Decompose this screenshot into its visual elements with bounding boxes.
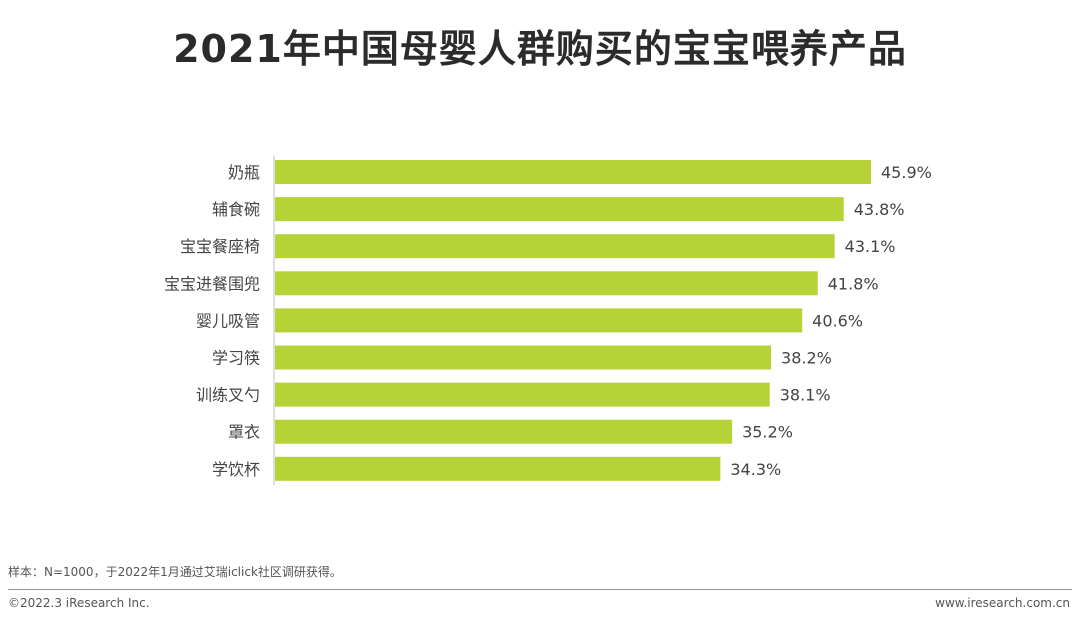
value-label: 45.9% bbox=[881, 163, 932, 182]
bar bbox=[275, 271, 818, 296]
category-label: 婴儿吸管 bbox=[196, 311, 260, 330]
bar bbox=[275, 345, 772, 370]
footer-divider bbox=[8, 589, 1072, 590]
bar bbox=[275, 197, 844, 222]
chart-title: 2021年中国母婴人群购买的宝宝喂养产品 bbox=[173, 27, 907, 71]
value-label: 34.3% bbox=[730, 460, 781, 479]
value-label: 38.2% bbox=[781, 349, 832, 368]
category-label: 辅食碗 bbox=[212, 200, 260, 219]
category-label: 学饮杯 bbox=[212, 460, 260, 479]
category-label: 训练叉勺 bbox=[196, 386, 260, 405]
category-label: 学习筷 bbox=[212, 349, 260, 368]
value-label: 35.2% bbox=[742, 423, 793, 442]
category-label: 宝宝餐座椅 bbox=[180, 237, 260, 256]
bar-chart: 奶瓶 45.9% 辅食碗 43.8% 宝宝餐座椅 43.1% 宝宝进餐围兜 41.8% 婴儿吸管… bbox=[164, 156, 932, 485]
value-label: 43.1% bbox=[845, 237, 896, 256]
bar bbox=[275, 456, 721, 481]
value-label: 41.8% bbox=[828, 274, 879, 293]
category-label: 罩衣 bbox=[228, 423, 260, 442]
value-label: 40.6% bbox=[812, 311, 863, 330]
bar bbox=[275, 234, 835, 259]
copyright-text: ©2022.3 iResearch Inc. bbox=[8, 596, 150, 610]
bar bbox=[275, 308, 803, 333]
category-label: 奶瓶 bbox=[228, 163, 260, 182]
category-label: 宝宝进餐围兜 bbox=[164, 274, 260, 293]
value-label: 38.1% bbox=[780, 386, 831, 405]
value-label: 43.8% bbox=[854, 200, 905, 219]
website-link[interactable]: www.iresearch.com.cn bbox=[935, 596, 1070, 610]
bar bbox=[275, 382, 770, 407]
sample-note: 样本：N=1000，于2022年1月通过艾瑞iclick社区调研获得。 bbox=[8, 565, 342, 579]
bar bbox=[275, 160, 871, 184]
bar bbox=[275, 419, 733, 444]
